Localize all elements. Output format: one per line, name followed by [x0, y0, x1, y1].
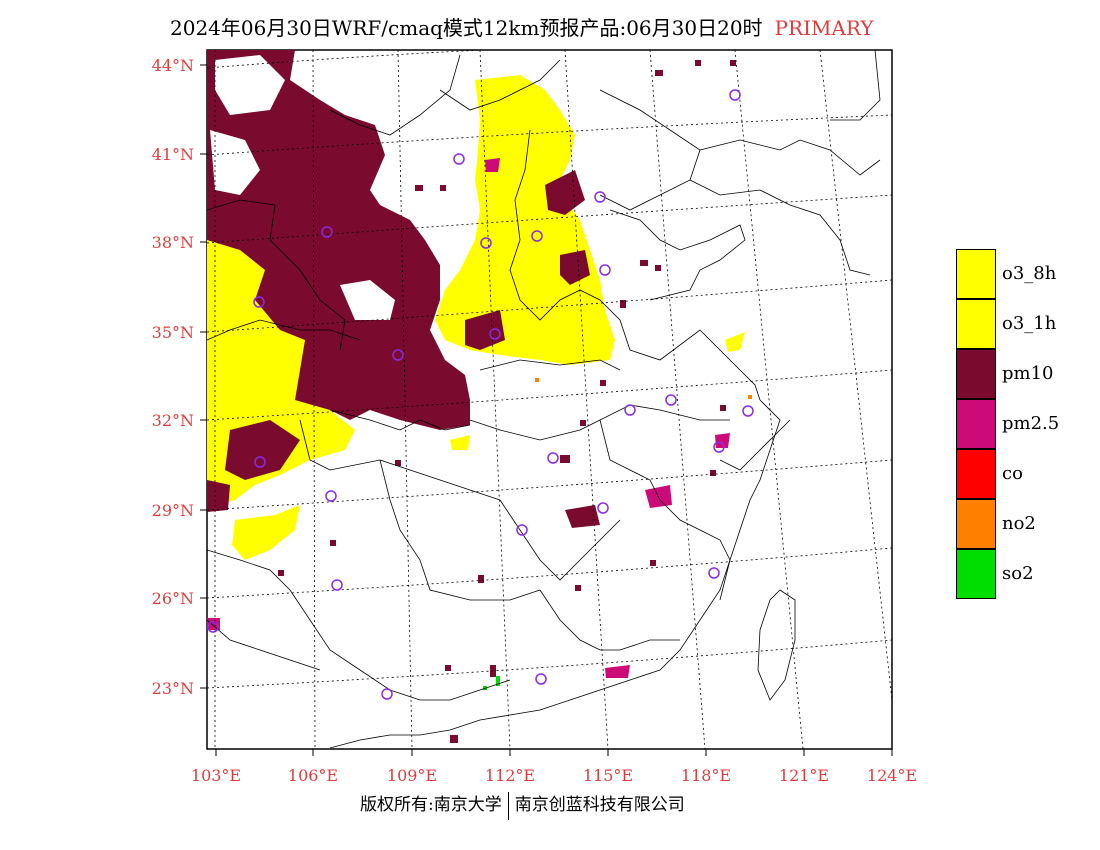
lon-label: 109°E [386, 766, 438, 785]
station-marker [516, 524, 528, 536]
station-marker [489, 328, 501, 340]
title-tag: PRIMARY [774, 16, 874, 40]
station-marker [453, 153, 465, 165]
legend-item-pm25: pm2.5 [956, 399, 1086, 449]
station-marker [713, 441, 725, 453]
footer-divider [507, 791, 509, 820]
lat-label: 32°N [151, 411, 194, 430]
station-marker [665, 394, 677, 406]
station-marker [321, 226, 333, 238]
copyright-left: 版权所有:南京大学 [360, 795, 502, 815]
legend-item-pm10: pm10 [956, 349, 1086, 399]
station-marker [729, 89, 741, 101]
station-marker [253, 296, 265, 308]
station-marker [392, 349, 404, 361]
o3-region-north [435, 75, 615, 365]
station-marker [742, 405, 754, 417]
legend-item-o3-8h: o3_8h [956, 249, 1086, 299]
station-marker [254, 456, 266, 468]
legend-swatch [956, 349, 996, 399]
legend-label: o3_1h [1002, 313, 1057, 334]
legend-label: pm2.5 [1002, 413, 1060, 434]
lat-label: 41°N [151, 145, 194, 164]
legend-item-o3-1h: o3_1h [956, 299, 1086, 349]
station-marker [708, 567, 720, 579]
station-marker [207, 621, 219, 633]
legend-label: so2 [1002, 563, 1034, 584]
legend-item-so2: so2 [956, 549, 1086, 599]
legend-item-co: co [956, 449, 1086, 499]
station-marker [535, 673, 547, 685]
lat-label: 44°N [151, 56, 194, 75]
lat-label: 35°N [151, 323, 194, 342]
lon-label: 103°E [190, 766, 242, 785]
station-marker [547, 452, 559, 464]
station-marker [381, 688, 393, 700]
legend-item-no2: no2 [956, 499, 1086, 549]
lon-label: 115°E [582, 766, 634, 785]
chart-title: 2024年06月30日WRF/cmaq模式12km预报产品:06月30日20时 P… [170, 12, 1000, 41]
station-marker [624, 404, 636, 416]
station-marker [597, 502, 609, 514]
copyright-footer: 版权所有:南京大学 南京创蓝科技有限公司 [360, 790, 685, 820]
station-marker [531, 230, 543, 242]
lat-label: 23°N [151, 679, 194, 698]
legend: o3_8h o3_1h pm10 pm2.5 co no2 so2 [956, 249, 1086, 599]
legend-label: co [1002, 463, 1023, 484]
lat-label: 29°N [151, 501, 194, 520]
lon-label: 106°E [287, 766, 339, 785]
copyright-right: 南京创蓝科技有限公司 [514, 795, 685, 815]
legend-swatch [956, 549, 996, 599]
lat-label: 26°N [151, 589, 194, 608]
legend-label: pm10 [1002, 363, 1054, 384]
station-marker [599, 264, 611, 276]
legend-swatch [956, 249, 996, 299]
lon-label: 124°E [866, 766, 918, 785]
station-marker [331, 579, 343, 591]
legend-label: no2 [1002, 513, 1036, 534]
station-marker [594, 191, 606, 203]
lon-label: 121°E [778, 766, 830, 785]
station-marker [480, 237, 492, 249]
legend-swatch [956, 399, 996, 449]
legend-label: o3_8h [1002, 263, 1057, 284]
legend-swatch [956, 449, 996, 499]
station-marker [325, 490, 337, 502]
legend-swatch [956, 499, 996, 549]
title-main: 2024年06月30日WRF/cmaq模式12km预报产品:06月30日20时 [170, 16, 763, 40]
lat-label: 38°N [151, 233, 194, 252]
lon-label: 112°E [484, 766, 536, 785]
legend-swatch [956, 299, 996, 349]
lon-label: 118°E [680, 766, 732, 785]
